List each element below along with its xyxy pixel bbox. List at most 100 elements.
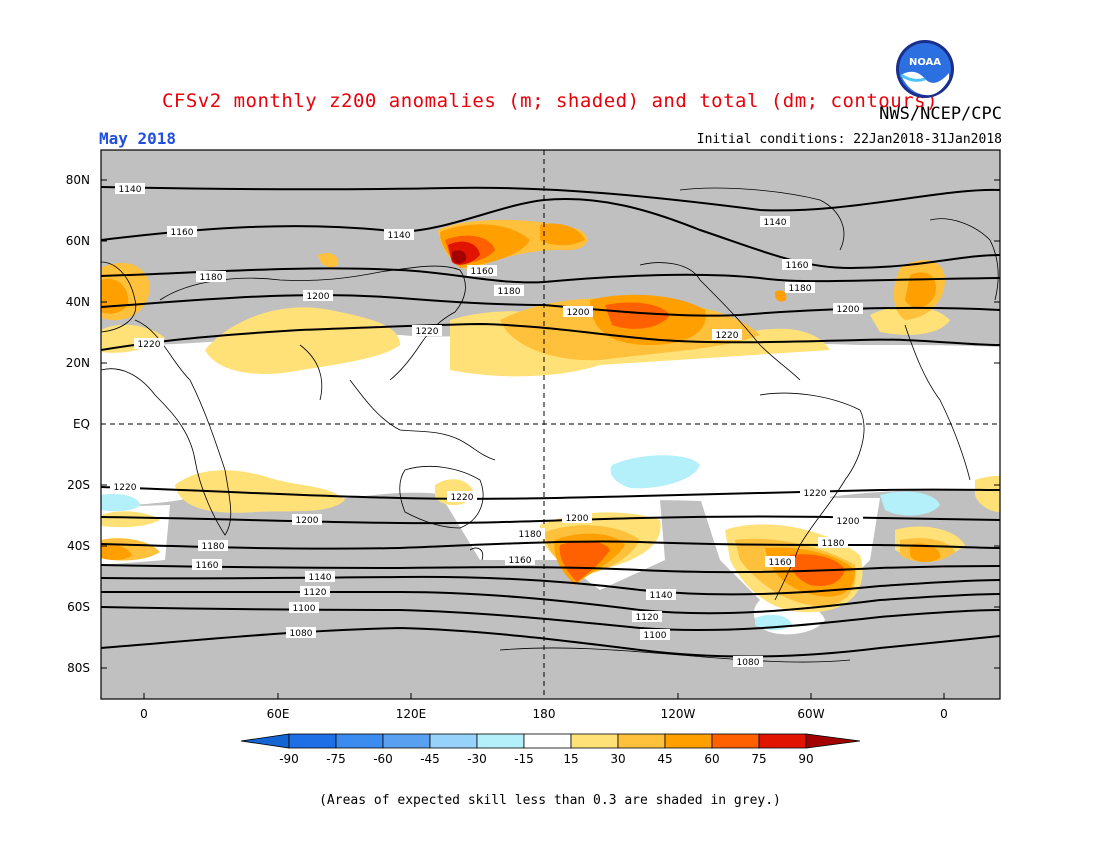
month-label: May 2018	[99, 129, 177, 148]
contour-label: 1200	[837, 305, 860, 315]
anomaly-60-south-ocean-east	[910, 543, 941, 562]
anomaly-60-atlantic	[905, 272, 936, 308]
contour-label: 1140	[650, 591, 673, 601]
colorbar-label: 30	[610, 752, 626, 766]
colorbar-cell	[758, 733, 807, 749]
lon-label-120e: 120E	[395, 707, 427, 721]
contour-label: 1160	[171, 228, 194, 238]
colorbar	[240, 733, 861, 749]
colorbar-label: -75	[326, 752, 346, 766]
contour-label: 1160	[471, 267, 494, 277]
map-frame	[100, 149, 1001, 700]
contour-label: 1140	[309, 573, 332, 583]
contour-label: 1120	[636, 613, 659, 623]
contour-label: 1120	[304, 588, 327, 598]
contour-label: 1200	[837, 517, 860, 527]
colorbar-high-arrow	[805, 733, 861, 749]
axis-ticks	[101, 179, 1000, 699]
lon-label-0-right: 0	[940, 707, 948, 721]
lon-label-60e: 60E	[266, 707, 290, 721]
colorbar-label: -15	[514, 752, 534, 766]
contour-label: 1180	[822, 539, 845, 549]
anomaly-30-atlantic	[870, 305, 950, 335]
colorbar-cell	[288, 733, 337, 749]
contour-label: 1220	[114, 483, 137, 493]
contour-label: 1220	[416, 327, 439, 337]
anomaly-neg15-atlantic-east	[880, 491, 940, 516]
contour-label: 1160	[769, 558, 792, 568]
contour-label: 1180	[519, 530, 542, 540]
contour-label: 1160	[786, 261, 809, 271]
anomaly-60-us-east	[774, 290, 787, 302]
lat-label-eq: EQ	[72, 417, 90, 431]
contour-label: 1100	[644, 631, 667, 641]
contour-label: 1140	[119, 185, 142, 195]
lon-label-60w: 60W	[797, 707, 825, 721]
anomaly-75-north-pacific	[605, 302, 670, 329]
lat-label-80s: 80S	[67, 661, 90, 675]
anomaly-45-small-asia	[318, 253, 339, 268]
colorbar-label: -60	[373, 752, 393, 766]
contour-label: 1200	[567, 308, 590, 318]
contour-label: 1220	[716, 331, 739, 341]
noaa-logo: NOAA	[895, 39, 955, 99]
lat-label-40s: 40S	[67, 539, 90, 553]
map-title: CFSv2 monthly z200 anomalies (m; shaded)…	[161, 90, 939, 112]
colorbar-cell	[523, 733, 572, 749]
contour-label: 1080	[290, 629, 313, 639]
colorbar-label: 15	[563, 752, 579, 766]
height-contours	[101, 186, 1000, 658]
contour-label: 1180	[200, 273, 223, 283]
colorbar-label: -45	[420, 752, 440, 766]
contour-label: 1140	[764, 218, 787, 228]
agency-label: NWS/NCEP/CPC	[879, 104, 1002, 124]
colorbar-cell	[335, 733, 384, 749]
skill-region-tropics	[101, 334, 1000, 507]
colorbar-label: 45	[657, 752, 673, 766]
colorbar-cell	[617, 733, 666, 749]
anomaly-30-south-atlantic-west	[101, 511, 160, 528]
contour-label: 1200	[307, 292, 330, 302]
coastlines	[101, 187, 999, 663]
anomaly-60-bering	[540, 223, 585, 246]
anomaly-60-south-atlantic-west	[101, 544, 132, 560]
colorbar-cell	[664, 733, 713, 749]
contour-label: 1080	[737, 658, 760, 668]
contour-label: 1200	[566, 514, 589, 524]
colorbar-label: 90	[798, 752, 814, 766]
contour-label: 1220	[804, 489, 827, 499]
colorbar-cell	[429, 733, 478, 749]
anomaly-dark-kamchatka	[452, 250, 467, 264]
noaa-logo-text: NOAA	[909, 57, 941, 68]
lon-label-0: 0	[140, 707, 148, 721]
contour-label: 1100	[293, 604, 316, 614]
anomaly-30-asia	[205, 307, 400, 374]
contour-label: 1140	[388, 231, 411, 241]
contour-label: 1220	[138, 340, 161, 350]
colorbar-cell	[382, 733, 431, 749]
skill-note: (Areas of expected skill less than 0.3 a…	[319, 793, 781, 808]
lat-label-40n: 40N	[65, 295, 90, 309]
anomaly-neg15-pacific	[610, 455, 700, 489]
anomaly-neg15-atlantic-west	[101, 494, 140, 512]
colorbar-label: 75	[751, 752, 767, 766]
lon-label-180: 180	[532, 707, 556, 721]
colorbar-low-arrow	[240, 733, 290, 749]
colorbar-label: -30	[467, 752, 487, 766]
colorbar-cell	[476, 733, 525, 749]
contour-label: 1180	[498, 287, 521, 297]
colorbar-cell	[711, 733, 760, 749]
contour-label: 1160	[196, 561, 219, 571]
contour-label: 1180	[202, 542, 225, 552]
contour-label: 1200	[296, 516, 319, 526]
contour-labels: 1140 1140 1140 1160 1160 1160 1180 1180 …	[110, 183, 863, 668]
anomaly-30-indian-ocean	[175, 470, 345, 513]
lat-label-20s: 20S	[67, 478, 90, 492]
contour-label: 1180	[789, 284, 812, 294]
lat-label-80n: 80N	[65, 173, 90, 187]
contour-label: 1160	[509, 556, 532, 566]
colorbar-cell	[570, 733, 619, 749]
colorbar-label: 60	[704, 752, 720, 766]
lat-label-60s: 60S	[67, 600, 90, 614]
